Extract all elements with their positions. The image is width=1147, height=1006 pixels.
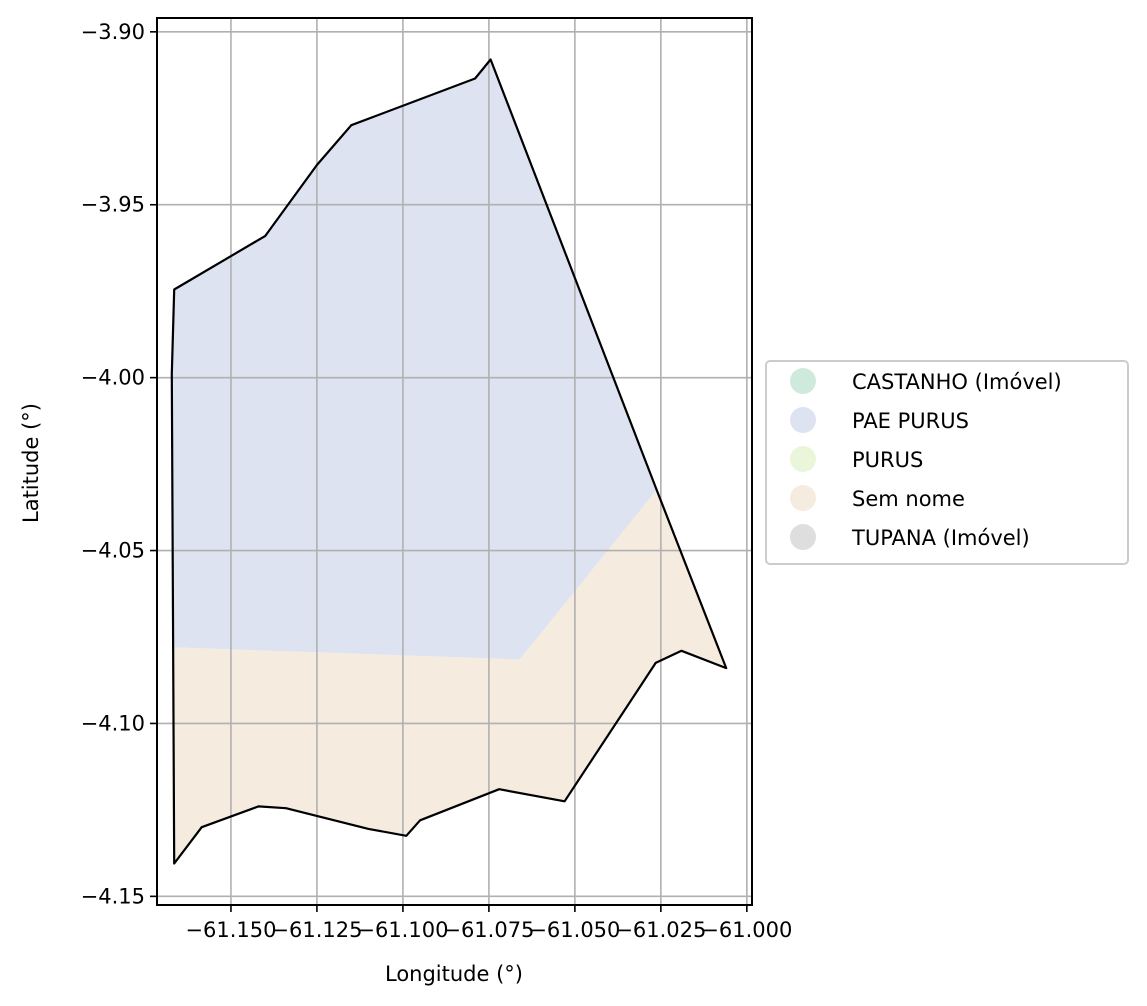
x-axis: −61.150−61.125−61.100−61.075−61.050−61.0… [185, 905, 792, 942]
x-tick-label: −61.100 [357, 918, 448, 942]
region-pae-purus [172, 60, 657, 660]
y-tick-label: −4.10 [81, 711, 145, 735]
legend-marker [790, 407, 816, 433]
x-axis-label: Longitude (°) [385, 962, 523, 986]
y-tick-label: −3.90 [81, 20, 145, 44]
y-tick-label: −4.05 [81, 539, 145, 563]
legend-marker [790, 368, 816, 394]
y-axis-label: Latitude (°) [19, 403, 43, 523]
legend-label: PAE PURUS [852, 409, 969, 433]
x-tick-label: −61.125 [271, 918, 362, 942]
y-tick-label: −4.15 [81, 884, 145, 908]
legend-label: Sem nome [852, 487, 965, 511]
x-tick-label: −61.075 [443, 918, 534, 942]
legend-label: PURUS [852, 448, 923, 472]
legend-marker [790, 524, 816, 550]
x-tick-label: −61.150 [185, 918, 276, 942]
y-tick-label: −3.95 [81, 193, 145, 217]
x-tick-label: −61.050 [529, 918, 620, 942]
legend: CASTANHO (Imóvel) PAE PURUS PURUS Sem nome T… [766, 361, 1128, 564]
legend-label: CASTANHO (Imóvel) [852, 370, 1062, 394]
legend-marker [790, 485, 816, 511]
regions-layer [172, 60, 726, 864]
legend-marker [790, 446, 816, 472]
y-axis: −3.90 −3.95 −4.00 −4.05 −4.10 −4.15 [81, 20, 157, 909]
x-tick-label: −61.025 [615, 918, 706, 942]
x-tick-label: −61.000 [701, 918, 792, 942]
y-tick-label: −4.00 [81, 366, 145, 390]
legend-label: TUPANA (Imóvel) [851, 526, 1030, 550]
